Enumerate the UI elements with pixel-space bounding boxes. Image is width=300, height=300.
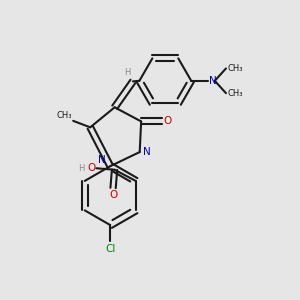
Text: O: O: [88, 163, 96, 173]
Text: H: H: [78, 164, 85, 173]
Text: N: N: [98, 155, 106, 165]
Text: CH₃: CH₃: [227, 89, 243, 98]
Text: N: N: [209, 76, 217, 86]
Text: H: H: [124, 68, 131, 77]
Text: N: N: [143, 147, 151, 157]
Text: CH₃: CH₃: [56, 111, 72, 120]
Text: Cl: Cl: [105, 244, 116, 254]
Text: O: O: [163, 116, 172, 126]
Text: CH₃: CH₃: [227, 64, 243, 73]
Text: O: O: [109, 190, 117, 200]
